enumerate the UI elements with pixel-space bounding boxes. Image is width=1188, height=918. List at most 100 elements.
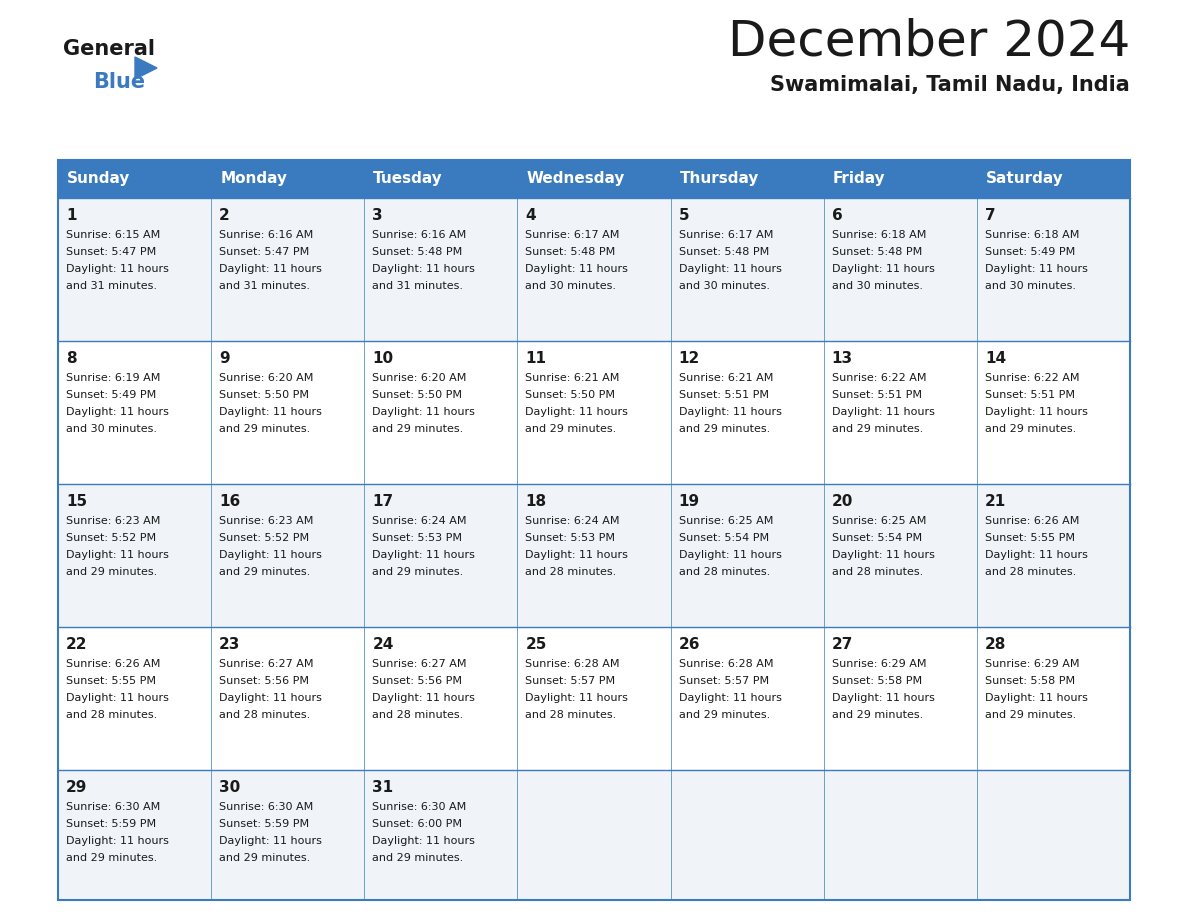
Text: Sunset: 5:59 PM: Sunset: 5:59 PM bbox=[67, 819, 156, 829]
Text: 17: 17 bbox=[372, 494, 393, 509]
Text: 10: 10 bbox=[372, 351, 393, 366]
Text: and 29 minutes.: and 29 minutes. bbox=[219, 567, 310, 577]
Text: Daylight: 11 hours: Daylight: 11 hours bbox=[219, 407, 322, 417]
Text: Sunset: 5:49 PM: Sunset: 5:49 PM bbox=[67, 390, 157, 400]
Text: Daylight: 11 hours: Daylight: 11 hours bbox=[832, 693, 935, 703]
Text: Sunset: 5:56 PM: Sunset: 5:56 PM bbox=[372, 676, 462, 686]
Text: Daylight: 11 hours: Daylight: 11 hours bbox=[832, 264, 935, 274]
Text: Daylight: 11 hours: Daylight: 11 hours bbox=[219, 264, 322, 274]
Text: Sunrise: 6:22 AM: Sunrise: 6:22 AM bbox=[985, 373, 1080, 383]
Text: Sunset: 5:57 PM: Sunset: 5:57 PM bbox=[678, 676, 769, 686]
Text: Sunrise: 6:27 AM: Sunrise: 6:27 AM bbox=[219, 659, 314, 669]
Text: and 29 minutes.: and 29 minutes. bbox=[985, 710, 1076, 720]
Text: 29: 29 bbox=[67, 780, 88, 795]
Text: and 28 minutes.: and 28 minutes. bbox=[372, 710, 463, 720]
Text: and 28 minutes.: and 28 minutes. bbox=[832, 567, 923, 577]
Text: Sunset: 5:54 PM: Sunset: 5:54 PM bbox=[678, 533, 769, 543]
Text: Sunrise: 6:23 AM: Sunrise: 6:23 AM bbox=[219, 516, 314, 526]
Text: Sunset: 5:54 PM: Sunset: 5:54 PM bbox=[832, 533, 922, 543]
Text: and 28 minutes.: and 28 minutes. bbox=[678, 567, 770, 577]
Text: Sunset: 5:49 PM: Sunset: 5:49 PM bbox=[985, 247, 1075, 257]
Text: Saturday: Saturday bbox=[986, 172, 1063, 186]
Text: 25: 25 bbox=[525, 637, 546, 652]
Bar bbox=[58, 770, 1130, 900]
Text: Tuesday: Tuesday bbox=[373, 172, 443, 186]
Text: Daylight: 11 hours: Daylight: 11 hours bbox=[525, 264, 628, 274]
Text: and 29 minutes.: and 29 minutes. bbox=[372, 853, 463, 863]
Text: Sunrise: 6:19 AM: Sunrise: 6:19 AM bbox=[67, 373, 160, 383]
Text: Daylight: 11 hours: Daylight: 11 hours bbox=[678, 407, 782, 417]
Text: and 29 minutes.: and 29 minutes. bbox=[219, 424, 310, 434]
Text: Sunset: 5:48 PM: Sunset: 5:48 PM bbox=[372, 247, 462, 257]
Text: Sunset: 5:50 PM: Sunset: 5:50 PM bbox=[372, 390, 462, 400]
Text: Swamimalai, Tamil Nadu, India: Swamimalai, Tamil Nadu, India bbox=[770, 75, 1130, 95]
Text: Daylight: 11 hours: Daylight: 11 hours bbox=[985, 407, 1088, 417]
Text: Sunrise: 6:20 AM: Sunrise: 6:20 AM bbox=[372, 373, 467, 383]
Text: and 29 minutes.: and 29 minutes. bbox=[985, 424, 1076, 434]
Text: Sunset: 5:52 PM: Sunset: 5:52 PM bbox=[219, 533, 309, 543]
Text: Sunrise: 6:23 AM: Sunrise: 6:23 AM bbox=[67, 516, 160, 526]
Text: Daylight: 11 hours: Daylight: 11 hours bbox=[67, 693, 169, 703]
Text: Sunrise: 6:25 AM: Sunrise: 6:25 AM bbox=[678, 516, 773, 526]
Text: Daylight: 11 hours: Daylight: 11 hours bbox=[67, 264, 169, 274]
Text: 30: 30 bbox=[219, 780, 240, 795]
Text: Sunrise: 6:17 AM: Sunrise: 6:17 AM bbox=[678, 230, 773, 240]
Text: 26: 26 bbox=[678, 637, 700, 652]
Text: Daylight: 11 hours: Daylight: 11 hours bbox=[678, 264, 782, 274]
Text: Sunrise: 6:30 AM: Sunrise: 6:30 AM bbox=[372, 802, 467, 812]
Text: Sunrise: 6:20 AM: Sunrise: 6:20 AM bbox=[219, 373, 314, 383]
Bar bbox=[58, 198, 1130, 341]
Text: 2: 2 bbox=[219, 208, 230, 223]
Text: and 30 minutes.: and 30 minutes. bbox=[525, 281, 617, 291]
Text: Sunset: 5:55 PM: Sunset: 5:55 PM bbox=[985, 533, 1075, 543]
Text: and 29 minutes.: and 29 minutes. bbox=[219, 853, 310, 863]
Text: Daylight: 11 hours: Daylight: 11 hours bbox=[372, 407, 475, 417]
Text: Sunset: 5:47 PM: Sunset: 5:47 PM bbox=[67, 247, 157, 257]
Text: and 31 minutes.: and 31 minutes. bbox=[219, 281, 310, 291]
Text: 24: 24 bbox=[372, 637, 393, 652]
Text: Sunset: 5:55 PM: Sunset: 5:55 PM bbox=[67, 676, 156, 686]
Text: 4: 4 bbox=[525, 208, 536, 223]
Text: and 31 minutes.: and 31 minutes. bbox=[372, 281, 463, 291]
Text: Sunrise: 6:22 AM: Sunrise: 6:22 AM bbox=[832, 373, 927, 383]
Text: Wednesday: Wednesday bbox=[526, 172, 625, 186]
Text: Sunrise: 6:16 AM: Sunrise: 6:16 AM bbox=[372, 230, 467, 240]
Text: Daylight: 11 hours: Daylight: 11 hours bbox=[372, 550, 475, 560]
Text: 14: 14 bbox=[985, 351, 1006, 366]
Text: Sunrise: 6:24 AM: Sunrise: 6:24 AM bbox=[372, 516, 467, 526]
Text: 23: 23 bbox=[219, 637, 240, 652]
Text: and 30 minutes.: and 30 minutes. bbox=[832, 281, 923, 291]
Text: 28: 28 bbox=[985, 637, 1006, 652]
Text: Daylight: 11 hours: Daylight: 11 hours bbox=[525, 407, 628, 417]
Text: Sunrise: 6:30 AM: Sunrise: 6:30 AM bbox=[219, 802, 314, 812]
Text: Daylight: 11 hours: Daylight: 11 hours bbox=[678, 693, 782, 703]
Text: 18: 18 bbox=[525, 494, 546, 509]
Text: and 29 minutes.: and 29 minutes. bbox=[67, 853, 157, 863]
Text: 19: 19 bbox=[678, 494, 700, 509]
Text: Sunrise: 6:28 AM: Sunrise: 6:28 AM bbox=[525, 659, 620, 669]
Text: Sunset: 5:51 PM: Sunset: 5:51 PM bbox=[678, 390, 769, 400]
Text: Sunrise: 6:28 AM: Sunrise: 6:28 AM bbox=[678, 659, 773, 669]
Text: Sunset: 5:47 PM: Sunset: 5:47 PM bbox=[219, 247, 309, 257]
Text: and 31 minutes.: and 31 minutes. bbox=[67, 281, 157, 291]
Text: Sunset: 5:58 PM: Sunset: 5:58 PM bbox=[832, 676, 922, 686]
Text: Daylight: 11 hours: Daylight: 11 hours bbox=[985, 550, 1088, 560]
Text: Friday: Friday bbox=[833, 172, 885, 186]
Bar bbox=[58, 160, 1130, 198]
Text: 3: 3 bbox=[372, 208, 383, 223]
Text: Sunrise: 6:21 AM: Sunrise: 6:21 AM bbox=[525, 373, 620, 383]
Text: Sunrise: 6:29 AM: Sunrise: 6:29 AM bbox=[985, 659, 1080, 669]
Text: 16: 16 bbox=[219, 494, 240, 509]
Text: and 28 minutes.: and 28 minutes. bbox=[67, 710, 157, 720]
Text: and 30 minutes.: and 30 minutes. bbox=[67, 424, 157, 434]
Text: Daylight: 11 hours: Daylight: 11 hours bbox=[219, 550, 322, 560]
Text: Sunset: 5:57 PM: Sunset: 5:57 PM bbox=[525, 676, 615, 686]
Text: Sunrise: 6:21 AM: Sunrise: 6:21 AM bbox=[678, 373, 773, 383]
Text: 20: 20 bbox=[832, 494, 853, 509]
Text: and 29 minutes.: and 29 minutes. bbox=[832, 710, 923, 720]
Text: Daylight: 11 hours: Daylight: 11 hours bbox=[985, 264, 1088, 274]
Text: 22: 22 bbox=[67, 637, 88, 652]
Text: and 28 minutes.: and 28 minutes. bbox=[525, 710, 617, 720]
Text: Daylight: 11 hours: Daylight: 11 hours bbox=[985, 693, 1088, 703]
Text: Daylight: 11 hours: Daylight: 11 hours bbox=[372, 836, 475, 846]
